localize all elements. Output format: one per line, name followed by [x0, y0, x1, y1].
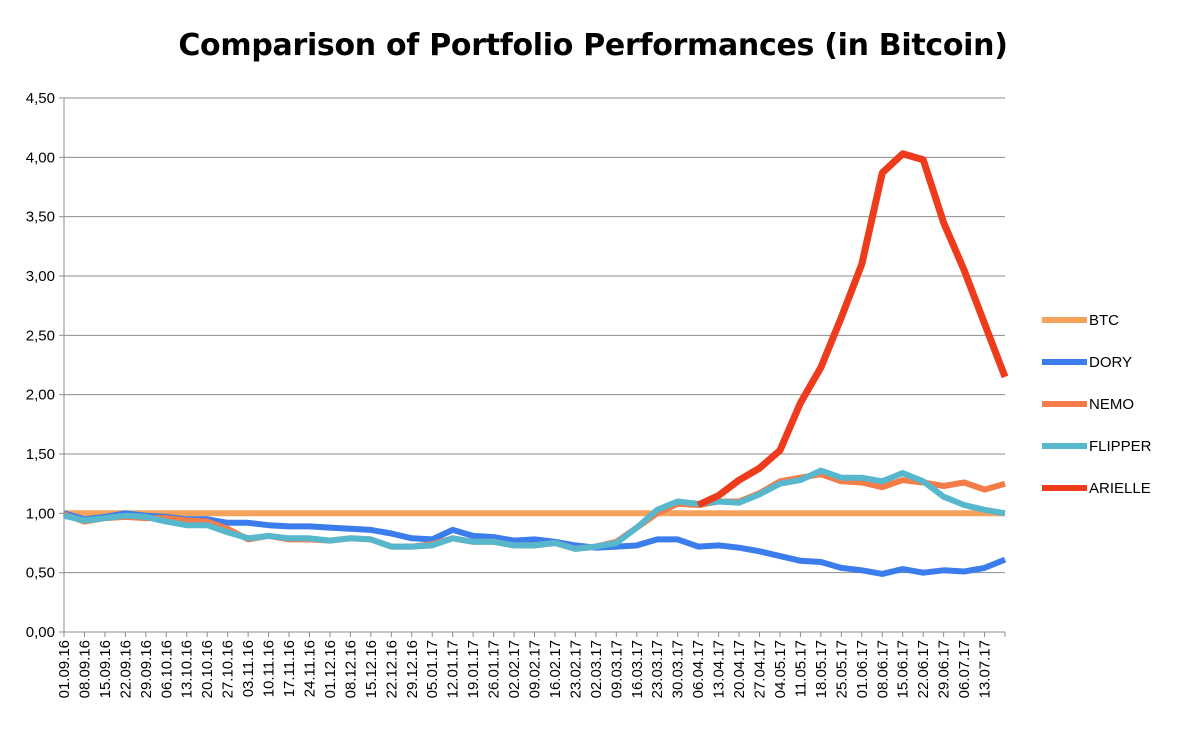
x-tick-label: 20.04.17 — [731, 640, 748, 698]
x-tick-label: 27.04.17 — [752, 640, 769, 698]
series-line-flipper — [63, 467, 1006, 552]
legend-label-dory: DORY — [1089, 354, 1132, 371]
x-tick-label: 03.11.16 — [240, 640, 257, 697]
x-tick-label: 15.09.16 — [97, 640, 114, 698]
x-tick-label: 06.07.17 — [956, 640, 973, 698]
chart-title: Comparison of Portfolio Performances (in… — [178, 28, 1008, 63]
y-tick-label: 1,00 — [26, 505, 55, 522]
x-tick-label: 24.11.16 — [301, 640, 318, 697]
x-tick-label: 15.12.16 — [363, 640, 380, 698]
series-line-dory — [63, 510, 1007, 577]
x-tick-label: 12.01.17 — [445, 640, 462, 698]
x-tick-label: 23.03.17 — [649, 640, 666, 698]
series-line-arielle — [696, 150, 1009, 509]
x-tick-label: 22.09.16 — [117, 640, 134, 698]
x-tick-label: 19.01.17 — [465, 640, 482, 698]
axes — [59, 97, 1006, 637]
y-tick-label: 4,50 — [26, 90, 55, 107]
x-tick-label: 29.09.16 — [138, 640, 155, 698]
y-tick-label: 0,50 — [26, 565, 55, 582]
x-tick-label: 25.05.17 — [833, 640, 850, 698]
x-tick-label: 27.10.16 — [220, 640, 237, 698]
x-tick-label: 17.11.16 — [281, 640, 298, 697]
x-tick-label: 30.03.17 — [670, 640, 687, 698]
legend-label-btc: BTC — [1089, 312, 1119, 329]
legend-label-nemo: NEMO — [1089, 396, 1134, 413]
x-tick-label: 04.05.17 — [772, 640, 789, 698]
y-tick-label: 3,50 — [26, 209, 55, 226]
x-tick-label: 26.01.17 — [486, 640, 503, 698]
y-tick-label: 4,00 — [26, 149, 55, 166]
x-tick-label: 08.12.16 — [342, 640, 359, 698]
x-tick-label: 09.02.17 — [527, 640, 544, 698]
x-tick-label: 15.06.17 — [895, 640, 912, 698]
x-tick-labels: 01.09.16 08.09.16 15.09.16 22.09.16 29.09.16… — [56, 640, 994, 698]
x-tick-label: 06.04.17 — [690, 640, 707, 698]
x-tick-label: 16.02.17 — [547, 640, 564, 698]
x-tick-label: 11.05.17 — [792, 640, 809, 697]
legend-label-arielle: ARIELLE — [1089, 480, 1151, 497]
x-tick-label: 29.06.17 — [936, 640, 953, 698]
y-tick-label: 0,00 — [26, 624, 55, 641]
x-tick-label: 13.07.17 — [977, 640, 994, 698]
x-tick-label: 18.05.17 — [813, 640, 830, 698]
x-tick-label: 29.12.16 — [404, 640, 421, 698]
y-tick-label: 2,00 — [26, 387, 55, 404]
gridlines — [64, 97, 1005, 574]
x-tick-label: 13.10.16 — [179, 640, 196, 698]
x-tick-label: 01.09.16 — [56, 640, 73, 698]
x-tick-label: 10.11.16 — [261, 640, 278, 697]
x-tick-label: 13.04.17 — [711, 640, 728, 698]
x-tick-label: 06.10.16 — [158, 640, 175, 698]
x-tick-label: 02.03.17 — [588, 640, 605, 698]
x-tick-label: 08.09.16 — [76, 640, 93, 698]
y-tick-labels: 0,00 0,50 1,00 1,50 2,00 2,50 3,00 3,50 4,00 4,50 — [26, 90, 55, 641]
x-tick-label: 02.02.17 — [506, 640, 523, 698]
y-tick-label: 3,00 — [26, 268, 55, 285]
x-tick-label: 08.06.17 — [874, 640, 891, 698]
legend-label-flipper: FLIPPER — [1089, 438, 1152, 455]
legend: BTC DORY NEMO FLIPPER ARIELLE — [1042, 312, 1152, 497]
x-tick-label: 23.02.17 — [567, 640, 584, 698]
x-tick-label: 16.03.17 — [629, 640, 646, 698]
x-tick-label: 01.06.17 — [854, 640, 871, 698]
x-tick-label: 22.12.16 — [383, 640, 400, 698]
x-tick-label: 22.06.17 — [915, 640, 932, 698]
x-tick-label: 01.12.16 — [322, 640, 339, 698]
series-lines — [63, 150, 1009, 577]
x-tick-label: 09.03.17 — [608, 640, 625, 698]
x-tick-label: 20.10.16 — [199, 640, 216, 698]
y-tick-label: 1,50 — [26, 446, 55, 463]
y-tick-label: 2,50 — [26, 327, 55, 344]
x-tick-label: 05.01.17 — [424, 640, 441, 698]
